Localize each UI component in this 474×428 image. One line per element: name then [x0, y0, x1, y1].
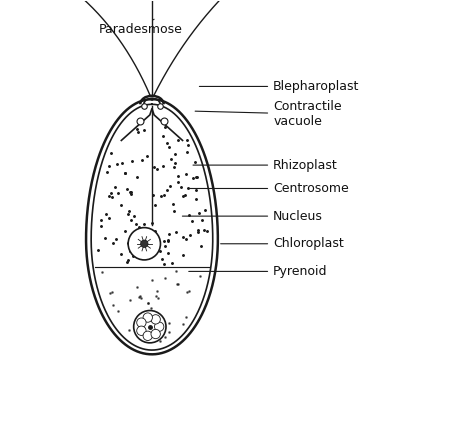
- Circle shape: [151, 315, 160, 324]
- Text: Chloroplast: Chloroplast: [220, 237, 344, 250]
- Circle shape: [143, 313, 153, 322]
- Circle shape: [137, 318, 146, 327]
- Text: Contractile
vacuole: Contractile vacuole: [195, 100, 342, 128]
- Text: Paradesmose: Paradesmose: [99, 19, 182, 36]
- Circle shape: [141, 240, 148, 247]
- Circle shape: [134, 311, 166, 343]
- Text: Rhizoplast: Rhizoplast: [193, 159, 338, 172]
- Text: Pyrenoid: Pyrenoid: [189, 265, 328, 278]
- Polygon shape: [86, 99, 218, 354]
- Circle shape: [128, 228, 161, 260]
- Text: Blepharoplast: Blepharoplast: [200, 80, 359, 93]
- Circle shape: [137, 326, 146, 336]
- Text: Centrosome: Centrosome: [189, 182, 349, 195]
- Circle shape: [155, 322, 164, 331]
- Circle shape: [151, 329, 160, 339]
- Polygon shape: [91, 104, 213, 350]
- Text: Nucleus: Nucleus: [182, 210, 323, 223]
- Circle shape: [143, 331, 153, 341]
